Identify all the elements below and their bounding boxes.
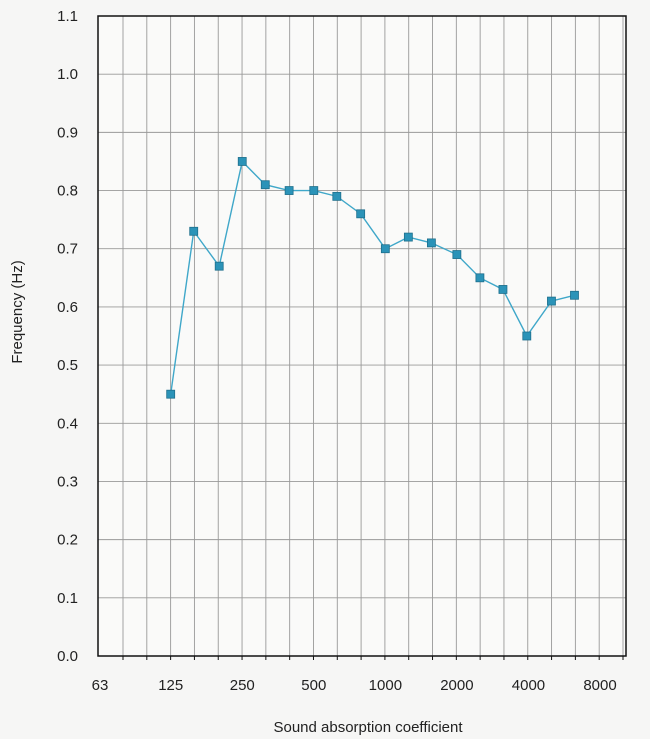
x-tick-label: 2000 <box>440 677 473 694</box>
y-tick-label: 0.2 <box>57 532 78 549</box>
series-line <box>169 160 575 395</box>
data-point <box>475 273 485 283</box>
data-point <box>522 331 532 341</box>
data-point <box>356 209 366 219</box>
data-point <box>237 157 247 166</box>
data-point <box>214 261 224 271</box>
x-tick-label: 1000 <box>369 677 402 694</box>
x-axis-tick-labels: 63 125 250 500 1000 2000 4000 8000 <box>92 677 617 694</box>
y-tick-label: 0.4 <box>57 415 78 432</box>
data-point <box>498 285 508 294</box>
data-point <box>189 226 199 236</box>
y-tick-label: 1.1 <box>57 8 78 25</box>
data-point <box>403 232 413 242</box>
y-tick-label: 0.6 <box>57 299 78 316</box>
y-tick-label: 0.0 <box>57 648 78 665</box>
plot-area <box>98 16 626 656</box>
y-tick-label: 1.0 <box>57 66 78 83</box>
x-tick-label: 500 <box>301 677 326 694</box>
y-tick-label: 0.8 <box>57 183 78 200</box>
x-tick-label: 8000 <box>583 677 616 694</box>
data-point <box>166 389 176 399</box>
data-point <box>426 238 436 248</box>
data-point <box>380 244 390 254</box>
x-tick-label: 63 <box>92 677 109 694</box>
data-point <box>260 180 270 190</box>
horizontal-gridlines <box>98 73 626 599</box>
y-tick-label: 0.1 <box>57 590 78 607</box>
y-tick-label: 0.9 <box>57 124 78 141</box>
data-series <box>166 157 579 399</box>
data-point <box>452 250 462 259</box>
data-point <box>309 186 319 195</box>
data-point <box>284 186 294 195</box>
y-tick-label: 0.3 <box>57 473 78 490</box>
data-point <box>547 296 556 306</box>
x-tick-label: 250 <box>230 677 255 694</box>
plot-frame <box>97 15 627 657</box>
y-axis-title: Frequency (Hz) <box>9 260 26 363</box>
y-tick-label: 0.5 <box>57 357 78 374</box>
x-tick-label: 4000 <box>512 677 545 694</box>
data-point <box>332 191 342 201</box>
y-axis-tick-labels: 0.0 0.1 0.2 0.3 0.4 0.5 0.6 0.7 0.8 0.9 1.0 1.1 <box>57 8 78 665</box>
x-tick-label: 125 <box>158 677 183 694</box>
data-point <box>570 290 579 300</box>
y-tick-label: 0.7 <box>57 241 78 258</box>
x-axis-title: Sound absorption coefficient <box>273 719 463 736</box>
